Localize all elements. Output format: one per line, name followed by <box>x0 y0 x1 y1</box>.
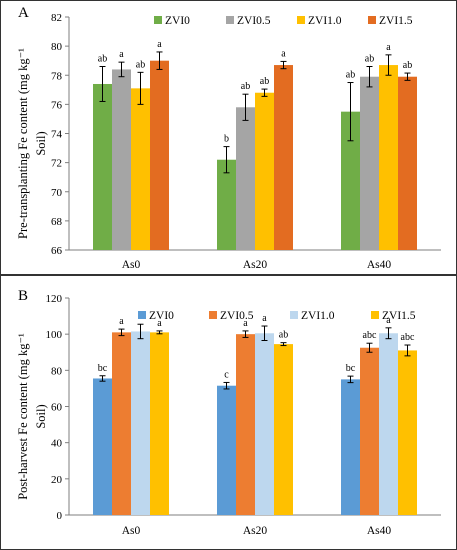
panel-label: A <box>18 5 29 21</box>
significance-label: ab <box>260 76 269 87</box>
significance-label: ab <box>403 60 412 71</box>
y-tick-label: 0 <box>57 510 63 522</box>
bar-zvi0-as20 <box>217 159 236 250</box>
legend-swatch <box>368 16 376 24</box>
y-tick-label: 72 <box>51 158 62 170</box>
significance-label: ab <box>279 330 288 341</box>
significance-label: bc <box>98 363 108 374</box>
bar-zvi0-as40 <box>341 111 360 250</box>
significance-label: a <box>243 318 248 329</box>
legend-swatch <box>138 311 146 319</box>
y-tick-label: 70 <box>51 187 63 199</box>
significance-label: ab <box>136 59 145 70</box>
bar-zvi0-5-as0 <box>112 332 131 515</box>
y-tick-label: 20 <box>51 474 63 486</box>
legend-label: ZVI1.5 <box>379 15 413 27</box>
significance-label: abc <box>401 332 415 343</box>
legend-swatch <box>209 311 217 319</box>
significance-label: a <box>386 42 391 53</box>
y-tick-label: 74 <box>51 129 63 141</box>
panel-b: B 0 20 40 60 80 100 120 Post-harvest Fe content … <box>16 288 441 537</box>
x-category-label: As40 <box>367 259 392 271</box>
y-axis-title-line1: Pre-transplanting Fe content (mg kg⁻¹ <box>16 48 30 239</box>
significance-label: a <box>157 39 162 50</box>
y-tick-label: 76 <box>51 99 63 111</box>
bar-zvi1-5-as0 <box>150 332 169 515</box>
y-tick-label: 40 <box>51 438 63 450</box>
x-category-label: As0 <box>122 259 141 271</box>
panel-a: A 66 68 70 72 74 76 78 80 82 Pre-transplanting Fe … <box>16 5 441 271</box>
y-axis-title-line2: Soil) <box>34 404 48 428</box>
significance-label: ab <box>365 54 374 65</box>
y-tick-label: 100 <box>46 329 63 341</box>
significance-label: ab <box>346 70 355 81</box>
legend-swatch <box>226 16 234 24</box>
significance-label: a <box>119 49 124 60</box>
legend-label: ZVI1.0 <box>301 310 335 322</box>
x-category-label: As20 <box>243 259 268 271</box>
bar-zvi0-5-as20 <box>236 334 255 515</box>
bar-zvi1-5-as0 <box>150 60 169 250</box>
x-category-label: As0 <box>122 525 141 537</box>
y-axis-title-line2: Soil) <box>34 131 48 155</box>
bar-zvi1-0-as20 <box>255 333 274 515</box>
bar-zvi1-0-as40 <box>379 333 398 515</box>
bar-zvi1-0-as0 <box>131 331 150 515</box>
significance-label: ab <box>98 54 107 65</box>
significance-label: a <box>157 318 162 329</box>
y-tick-label: 80 <box>51 41 63 53</box>
y-axis-title-line1: Post-harvest Fe content (mg kg⁻¹ <box>16 333 30 500</box>
bar-zvi1-0-as0 <box>131 88 150 250</box>
legend-label: ZVI0 <box>149 310 174 322</box>
legend-swatch <box>154 16 162 24</box>
significance-label: a <box>119 316 124 327</box>
y-tick-label: 68 <box>51 216 63 228</box>
x-category-label: As20 <box>243 525 268 537</box>
bar-zvi1-5-as20 <box>274 344 293 515</box>
bar-zvi0-as40 <box>341 379 360 515</box>
y-tick-label: 120 <box>46 293 63 305</box>
bar-zvi1-0-as20 <box>255 92 274 250</box>
bar-zvi1-5-as20 <box>274 65 293 251</box>
legend-label: ZVI0.5 <box>220 310 254 322</box>
bar-zvi0-as0 <box>93 378 112 515</box>
x-category-label: As40 <box>367 525 392 537</box>
bar-zvi1-5-as40 <box>398 350 417 515</box>
bar-zvi1-0-as40 <box>379 65 398 251</box>
significance-label: c <box>224 369 229 380</box>
bar-zvi1-5-as40 <box>398 76 417 250</box>
panel-label: B <box>18 288 28 304</box>
legend-swatch <box>371 311 379 319</box>
y-tick-label: 78 <box>51 70 63 82</box>
significance-label: b <box>224 134 229 145</box>
legend-swatch <box>290 311 298 319</box>
legend-label: ZVI0 <box>165 15 190 27</box>
significance-label: a <box>386 315 391 326</box>
y-tick-label: 66 <box>51 245 63 257</box>
significance-label: bc <box>346 363 356 374</box>
bar-zvi0-5-as20 <box>236 107 255 250</box>
significance-label: abc <box>363 330 377 341</box>
significance-label: a <box>281 48 286 59</box>
legend-label: ZVI1.5 <box>382 310 416 322</box>
y-tick-label: 80 <box>51 365 63 377</box>
legend-swatch <box>297 16 305 24</box>
bar-zvi0-as20 <box>217 385 236 515</box>
legend-label: ZVI0.5 <box>237 15 271 27</box>
bar-zvi0-5-as40 <box>360 76 379 250</box>
y-tick-label: 60 <box>51 402 63 414</box>
significance-label: a <box>262 313 267 324</box>
bar-zvi0-5-as0 <box>112 69 131 250</box>
bar-zvi0-5-as40 <box>360 347 379 515</box>
significance-label: ab <box>241 81 250 92</box>
y-tick-label: 82 <box>51 12 62 24</box>
bar-zvi0-as0 <box>93 83 112 250</box>
legend-label: ZVI1.0 <box>308 15 342 27</box>
